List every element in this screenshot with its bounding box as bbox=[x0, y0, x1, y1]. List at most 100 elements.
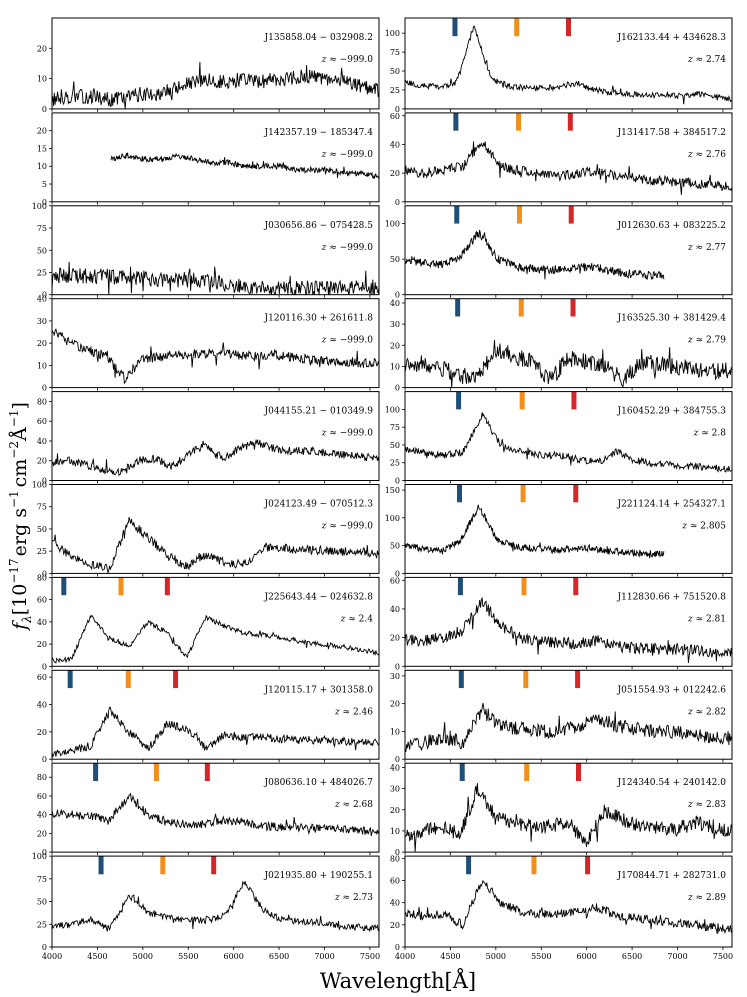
panel-frame bbox=[51, 762, 380, 853]
object-name-label: J120115.17 + 301358.0 bbox=[264, 685, 374, 695]
spectrum-panel: 0 10 20 30 J051554.93 + 012242.6 z ≈ 2.82 bbox=[390, 669, 733, 764]
y-tick-label: 40 bbox=[37, 618, 47, 627]
x-tick-label: 5500 bbox=[531, 952, 551, 961]
spectrum-panel: 0 25 50 75 100 J024123.49 − 070512.3 z ≈ −999.… bbox=[32, 481, 380, 578]
y-tick-label: 100 bbox=[32, 202, 47, 211]
line-marker bbox=[570, 298, 576, 317]
x-axis-label: Wavelength[Å] bbox=[320, 968, 476, 993]
line-marker bbox=[173, 670, 179, 689]
redshift-label: z ≈ 2.81 bbox=[687, 614, 726, 624]
redshift-label: z ≈ 2.4 bbox=[340, 614, 374, 624]
spectrum-line bbox=[405, 141, 732, 196]
y-tick-label: 150 bbox=[385, 486, 400, 495]
panel-frame bbox=[51, 391, 380, 482]
object-name-label: J225643.44 − 024632.8 bbox=[264, 592, 374, 602]
y-tick-label: 5 bbox=[42, 180, 47, 189]
line-marker bbox=[67, 670, 73, 689]
y-tick-label: 75 bbox=[37, 503, 47, 512]
redshift-label: z ≈ 2.83 bbox=[687, 800, 726, 810]
y-tick-label: 40 bbox=[37, 700, 47, 709]
line-marker bbox=[455, 298, 461, 317]
object-name-label: J044155.21 − 010349.9 bbox=[264, 407, 374, 417]
y-tick-label: 0 bbox=[395, 477, 400, 486]
y-axis-label: fλ[10−17erg s−1cm−2Å−1] bbox=[7, 402, 34, 632]
y-tick-label: 20 bbox=[37, 728, 47, 737]
y-tick-label: 30 bbox=[37, 317, 47, 326]
y-tick-label: 60 bbox=[37, 596, 47, 605]
y-tick-label: 20 bbox=[37, 44, 47, 53]
line-marker bbox=[456, 391, 462, 410]
line-marker bbox=[520, 484, 526, 503]
y-tick-label: 50 bbox=[390, 441, 400, 450]
redshift-label: z ≈ 2.77 bbox=[687, 243, 726, 253]
object-name-label: J021935.80 + 190255.1 bbox=[264, 871, 373, 881]
panel-frame bbox=[51, 17, 380, 110]
y-tick-label: 30 bbox=[390, 785, 400, 794]
spectrum-line bbox=[52, 792, 379, 837]
line-marker bbox=[514, 18, 520, 37]
line-marker bbox=[516, 205, 522, 224]
x-tick-label: 4500 bbox=[440, 952, 460, 961]
y-tick-label: 60 bbox=[390, 576, 400, 585]
y-tick-label: 80 bbox=[390, 854, 400, 863]
x-tick-label: 4500 bbox=[87, 952, 107, 961]
y-tick-label: 20 bbox=[37, 640, 47, 649]
redshift-label: z ≈ 2.68 bbox=[334, 800, 373, 810]
y-tick-label: 50 bbox=[390, 67, 400, 76]
y-tick-label: 20 bbox=[390, 700, 400, 709]
y-tick-label: 100 bbox=[385, 514, 400, 523]
y-tick-label: 100 bbox=[32, 481, 47, 490]
spectrum-line bbox=[405, 339, 732, 388]
x-tick-label: 5000 bbox=[486, 952, 506, 961]
panel-frame bbox=[404, 205, 733, 296]
spectrum-panel: 0 20 40 60 80 J044155.21 − 010349.9 z ≈ −999.0 bbox=[37, 391, 380, 486]
spectrum-line bbox=[405, 783, 732, 853]
spectrum-panel: 0 10 20 J135858.04 − 032908.2 z ≈ −999.0 bbox=[37, 17, 380, 114]
y-tick-label: 0 bbox=[42, 755, 47, 764]
y-tick-label: 40 bbox=[390, 299, 400, 308]
redshift-label: z ≈ 2.76 bbox=[687, 150, 726, 160]
redshift-label: z ≈ 2.79 bbox=[687, 336, 726, 346]
y-tick-label: 0 bbox=[42, 569, 47, 578]
y-tick-label: 0 bbox=[395, 384, 400, 393]
line-marker bbox=[575, 763, 581, 781]
y-tick-label: 30 bbox=[390, 672, 400, 681]
line-marker bbox=[458, 670, 464, 689]
y-tick-label: 50 bbox=[37, 525, 47, 534]
y-tick-label: 60 bbox=[37, 792, 47, 801]
panel-frame bbox=[404, 391, 733, 482]
y-tick-label: 75 bbox=[37, 875, 47, 884]
panel-frame bbox=[404, 576, 733, 667]
line-marker bbox=[454, 205, 460, 224]
panel-frame bbox=[404, 669, 733, 760]
spectrum-panel: 0 25 50 75 100 J162133.44 + 434628.3 z ≈ 2.74 bbox=[385, 17, 733, 114]
line-marker bbox=[125, 670, 131, 689]
x-tick-label: 7500 bbox=[713, 952, 733, 961]
y-tick-label: 80 bbox=[37, 397, 47, 406]
spectrum-line bbox=[405, 879, 732, 935]
object-name-label: J030656.86 − 075428.5 bbox=[264, 221, 374, 231]
y-tick-label: 100 bbox=[385, 405, 400, 414]
x-tick-label: 4000 bbox=[42, 952, 62, 961]
panel-frame bbox=[404, 298, 733, 389]
y-tick-label: 0 bbox=[42, 198, 47, 207]
spectrum-line bbox=[405, 229, 665, 281]
line-marker bbox=[457, 577, 463, 596]
panel-frame bbox=[404, 855, 733, 948]
object-name-label: J120116.30 + 261611.8 bbox=[264, 314, 374, 324]
y-tick-label: 0 bbox=[42, 105, 47, 114]
object-name-label: J221124.14 + 254327.1 bbox=[617, 500, 726, 510]
spectrum-line bbox=[405, 504, 665, 559]
object-name-label: J135858.04 − 032908.2 bbox=[264, 33, 373, 43]
y-tick-label: 25 bbox=[37, 920, 47, 929]
x-tick-label: 5000 bbox=[133, 952, 153, 961]
spectrum-panel: 0 20 40 60 J120115.17 + 301358.0 z ≈ 2.46 bbox=[37, 669, 380, 764]
redshift-label: z ≈ −999.0 bbox=[321, 150, 374, 160]
y-tick-label: 10 bbox=[390, 827, 400, 836]
y-tick-label: 60 bbox=[37, 673, 47, 682]
line-marker bbox=[566, 18, 571, 37]
spectrum-line bbox=[52, 614, 379, 664]
y-tick-label: 50 bbox=[390, 542, 400, 551]
y-tick-label: 20 bbox=[390, 169, 400, 178]
line-marker bbox=[573, 577, 579, 596]
